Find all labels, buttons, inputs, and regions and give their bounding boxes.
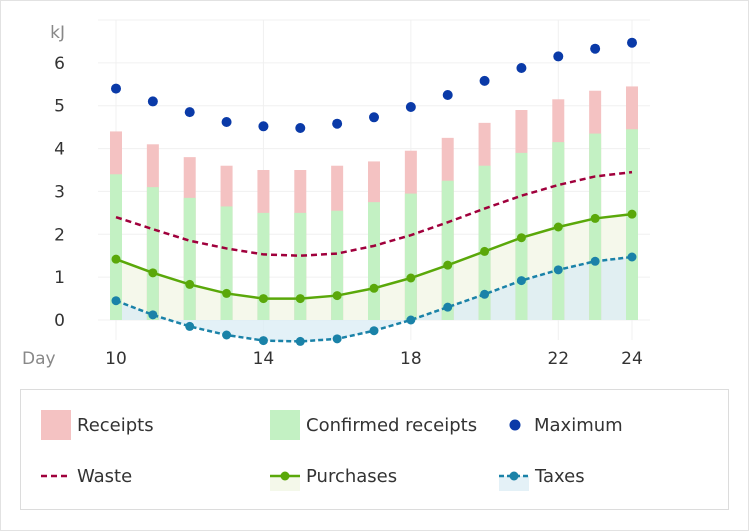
purchases-point	[480, 246, 490, 256]
maximum-point	[258, 121, 269, 132]
taxes-point	[553, 265, 563, 275]
taxes-line-icon	[499, 471, 529, 491]
taxes-point	[406, 315, 416, 325]
maximum-point	[405, 102, 416, 112]
area-fills	[116, 214, 632, 342]
confirmed-receipts-swatch-icon	[270, 410, 300, 440]
legend-item-receipts[interactable]: Receipts	[41, 410, 154, 440]
chart-plot: 0 1 2 3 4 5 6 kJ 10 14 18 22 24 Day	[22, 19, 650, 369]
legend-item-taxes[interactable]: Taxes	[499, 461, 585, 491]
confirmed-receipts-bar	[441, 180, 454, 320]
maximum-point	[111, 83, 121, 94]
purchases-line-icon	[270, 471, 300, 491]
purchases-point	[111, 254, 121, 264]
purchases-point	[222, 288, 232, 298]
legend-label-waste: Waste	[77, 465, 133, 487]
taxes-point	[332, 334, 342, 344]
confirmed-receipts-bar	[183, 197, 196, 320]
legend: Receipts Confirmed receipts Maximum Wast…	[20, 389, 729, 510]
axes-labels: 0 1 2 3 4 5 6 kJ 10 14 18 22 24 Day	[22, 23, 643, 369]
purchases-point	[627, 209, 637, 219]
taxes-point	[443, 302, 453, 312]
maximum-point	[369, 112, 379, 123]
confirmed-receipts-bar	[257, 212, 270, 320]
waste-dashed-line-icon	[41, 474, 71, 478]
series-markers	[111, 37, 637, 346]
confirmed-receipts-bar	[220, 206, 233, 320]
maximum-point	[590, 43, 601, 54]
taxes-point	[480, 289, 490, 299]
purchases-point	[369, 283, 379, 293]
taxes-point	[222, 330, 232, 340]
purchases-point	[516, 233, 526, 243]
purchases-point	[295, 294, 305, 304]
x-tick-label: 10	[105, 349, 127, 369]
purchases-point	[148, 268, 158, 278]
purchases-point	[443, 260, 453, 270]
y-tick-label: 5	[54, 97, 65, 117]
confirmed-receipts-bar	[146, 187, 159, 320]
maximum-point	[184, 107, 195, 118]
legend-label-purchases: Purchases	[306, 465, 398, 487]
legend-label-taxes: Taxes	[535, 465, 585, 487]
taxes-point	[369, 326, 379, 336]
maximum-point	[479, 75, 490, 86]
legend-item-confirmed-receipts[interactable]: Confirmed receipts	[270, 410, 477, 440]
purchases-point	[332, 291, 342, 301]
x-tick-label: 24	[621, 349, 643, 369]
y-tick-label: 1	[54, 268, 65, 288]
legend-label-confirmed-receipts: Confirmed receipts	[306, 414, 478, 436]
purchases-point	[590, 213, 600, 223]
confirmed-receipts-bar	[294, 212, 307, 320]
legend-item-maximum[interactable]: Maximum	[506, 410, 623, 440]
y-tick-label: 2	[54, 225, 65, 245]
legend-item-purchases[interactable]: Purchases	[270, 461, 397, 491]
purchases-point	[553, 222, 563, 232]
taxes-point	[516, 276, 526, 286]
y-tick-label: 4	[54, 140, 65, 160]
maximum-point	[553, 51, 564, 62]
x-axis-label: Day	[22, 349, 56, 369]
x-tick-label: 14	[253, 349, 275, 369]
x-tick-label: 18	[400, 349, 422, 369]
taxes-point	[148, 310, 158, 320]
maximum-dot-icon	[509, 419, 521, 431]
y-unit-label: kJ	[50, 23, 65, 43]
receipts-swatch-icon	[41, 410, 71, 440]
y-tick-label: 3	[54, 182, 65, 202]
purchases-point	[406, 273, 416, 283]
x-tick-label: 22	[547, 349, 569, 369]
y-tick-label: 6	[54, 54, 65, 74]
confirmed-receipts-bar	[589, 133, 602, 320]
maximum-point	[147, 96, 158, 107]
confirmed-receipts-bar	[404, 193, 417, 320]
purchases-point	[258, 294, 268, 304]
purchases-point	[185, 279, 195, 289]
maximum-point	[295, 123, 306, 133]
legend-item-waste[interactable]: Waste	[41, 461, 132, 491]
legend-label-receipts: Receipts	[77, 414, 154, 436]
taxes-point	[627, 252, 637, 262]
taxes-point	[111, 296, 121, 306]
taxes-point	[295, 336, 305, 346]
maximum-point	[332, 118, 343, 129]
confirmed-receipts-bar	[110, 174, 122, 320]
legend-label-maximum: Maximum	[534, 414, 623, 436]
taxes-point	[185, 321, 195, 331]
waste-line	[115, 170, 633, 257]
taxes-point	[258, 336, 268, 346]
confirmed-receipts-bar	[368, 202, 380, 320]
confirmed-receipts-bar	[626, 129, 638, 320]
taxes-area	[116, 257, 632, 342]
confirmed-receipts-bar	[331, 210, 344, 320]
taxes-point	[590, 256, 600, 266]
maximum-point	[221, 117, 232, 127]
maximum-point	[516, 63, 527, 73]
maximum-point	[442, 90, 453, 100]
y-tick-label: 0	[54, 311, 65, 331]
maximum-point	[627, 37, 637, 48]
confirmed-receipts-bar	[478, 165, 491, 320]
